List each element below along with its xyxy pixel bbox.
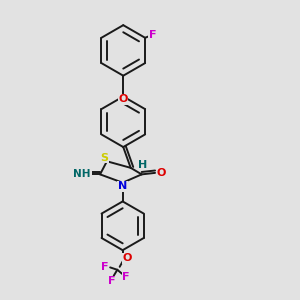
- Text: H: H: [138, 160, 147, 170]
- Text: F: F: [101, 262, 109, 272]
- Text: S: S: [100, 153, 109, 163]
- Text: NH: NH: [74, 169, 91, 179]
- Text: F: F: [149, 30, 156, 40]
- Text: F: F: [108, 276, 115, 286]
- Text: O: O: [156, 168, 166, 178]
- Text: O: O: [122, 254, 132, 263]
- Text: F: F: [122, 272, 130, 282]
- Text: O: O: [118, 94, 128, 104]
- Text: N: N: [118, 181, 127, 191]
